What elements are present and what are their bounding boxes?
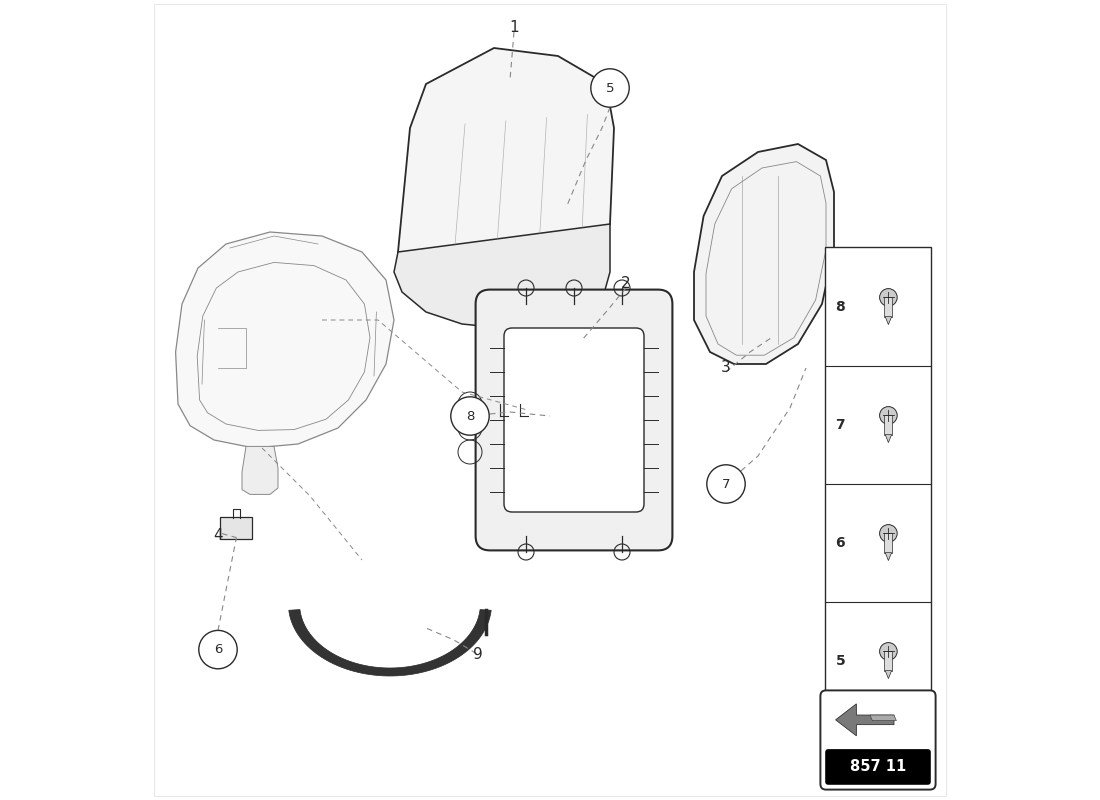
FancyBboxPatch shape — [884, 414, 892, 435]
FancyBboxPatch shape — [220, 517, 252, 539]
Text: 5: 5 — [836, 654, 846, 668]
Polygon shape — [242, 446, 278, 494]
Polygon shape — [176, 232, 394, 448]
Text: 4: 4 — [213, 529, 223, 543]
Polygon shape — [886, 434, 892, 442]
Circle shape — [451, 397, 490, 435]
Polygon shape — [486, 328, 538, 380]
Polygon shape — [398, 48, 614, 284]
Text: 8: 8 — [465, 410, 474, 422]
FancyBboxPatch shape — [884, 650, 892, 671]
Text: 8: 8 — [836, 300, 846, 314]
FancyBboxPatch shape — [475, 290, 672, 550]
Text: 6: 6 — [213, 643, 222, 656]
Circle shape — [591, 69, 629, 107]
FancyBboxPatch shape — [884, 297, 892, 318]
Polygon shape — [394, 224, 611, 330]
Polygon shape — [886, 553, 892, 561]
Circle shape — [199, 630, 238, 669]
Text: 2: 2 — [621, 277, 630, 291]
Polygon shape — [289, 610, 492, 676]
Text: 9: 9 — [473, 647, 483, 662]
FancyBboxPatch shape — [884, 533, 892, 554]
Text: 1: 1 — [509, 21, 519, 35]
FancyBboxPatch shape — [493, 378, 540, 406]
FancyBboxPatch shape — [825, 749, 931, 785]
Polygon shape — [886, 670, 892, 678]
Circle shape — [880, 525, 898, 542]
Circle shape — [707, 465, 745, 503]
Text: 7: 7 — [836, 418, 845, 432]
Circle shape — [880, 406, 898, 424]
FancyBboxPatch shape — [825, 247, 931, 721]
Polygon shape — [694, 144, 834, 364]
Polygon shape — [836, 704, 894, 736]
Text: 6: 6 — [836, 536, 845, 550]
Polygon shape — [870, 715, 896, 721]
FancyBboxPatch shape — [821, 690, 936, 790]
Circle shape — [880, 642, 898, 660]
Text: 857 11: 857 11 — [850, 759, 906, 774]
Text: 5: 5 — [606, 82, 614, 94]
Text: 3: 3 — [722, 361, 730, 375]
Text: 7: 7 — [722, 478, 730, 490]
Circle shape — [880, 289, 898, 306]
Polygon shape — [886, 317, 892, 325]
FancyBboxPatch shape — [504, 328, 644, 512]
